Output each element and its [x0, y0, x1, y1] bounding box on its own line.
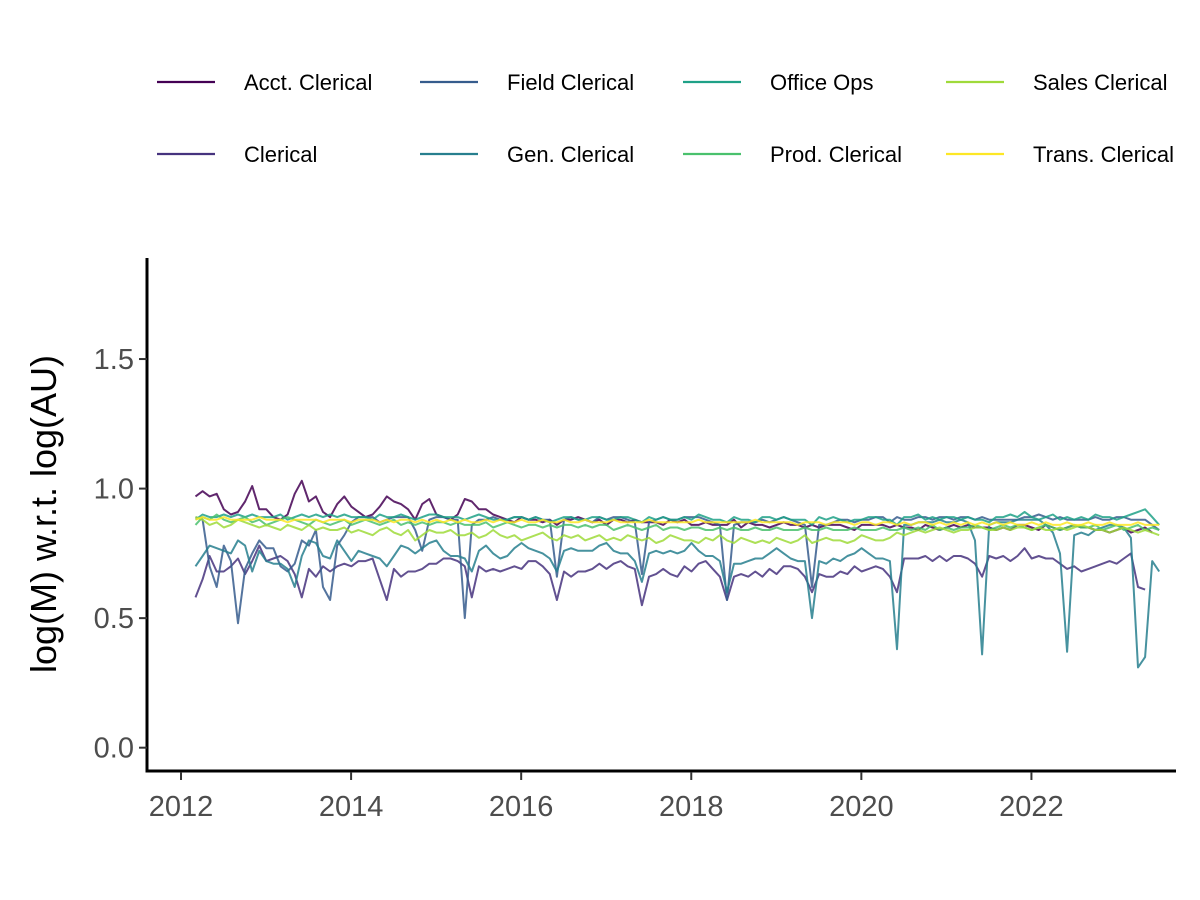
series-line-prod-clerical [194, 513, 1160, 531]
legend-item-sales-clerical: Sales Clerical [946, 70, 1168, 95]
y-tick-label: 1.0 [94, 474, 134, 506]
y-axis-title: log(M) w.r.t. log(AU) [23, 355, 64, 673]
axes-layer [145, 258, 1176, 773]
legend: Acct. Clerical Clerical Field Clerical Gen.… [157, 70, 1174, 167]
x-tick-label: 2016 [489, 791, 554, 823]
x-tick-label: 2014 [319, 791, 384, 823]
y-tick-label: 1.5 [94, 344, 134, 376]
y-tick-label: 0.0 [94, 733, 134, 765]
legend-item-prod-clerical: Prod. Clerical [683, 142, 902, 167]
series-line-acct-clerical [194, 479, 1153, 534]
series-line-trans-clerical [195, 516, 1160, 526]
series-line-clerical [194, 544, 1146, 607]
y-tick-label: 0.5 [94, 603, 134, 635]
legend-item-field-clerical: Field Clerical [420, 70, 634, 95]
ticks-layer: 0.0 0.5 1.0 1.5 2012 2014 2016 2018 2020 2022 [94, 344, 1064, 823]
x-tick-label: 2020 [829, 791, 894, 823]
legend-label: Prod. Clerical [770, 142, 902, 167]
legend-label: Sales Clerical [1033, 70, 1168, 95]
series-line-field-clerical [195, 513, 1160, 625]
x-tick-label: 2022 [999, 791, 1064, 823]
x-tick-label: 2012 [149, 791, 214, 823]
legend-label: Acct. Clerical [244, 70, 372, 95]
x-tick-label: 2018 [659, 791, 724, 823]
legend-item-office-ops: Office Ops [683, 70, 874, 95]
legend-label: Trans. Clerical [1033, 142, 1174, 167]
legend-item-gen-clerical: Gen. Clerical [420, 142, 634, 167]
legend-label: Office Ops [770, 70, 874, 95]
legend-label: Clerical [244, 142, 317, 167]
legend-item-acct-clerical: Acct. Clerical [157, 70, 372, 95]
series-layer [194, 479, 1161, 669]
series-line-office-ops [194, 508, 1160, 526]
legend-item-clerical: Clerical [157, 142, 317, 167]
legend-label: Field Clerical [507, 70, 634, 95]
series-line-sales-clerical [195, 516, 1160, 544]
legend-item-trans-clerical: Trans. Clerical [946, 142, 1174, 167]
legend-label: Gen. Clerical [507, 142, 634, 167]
